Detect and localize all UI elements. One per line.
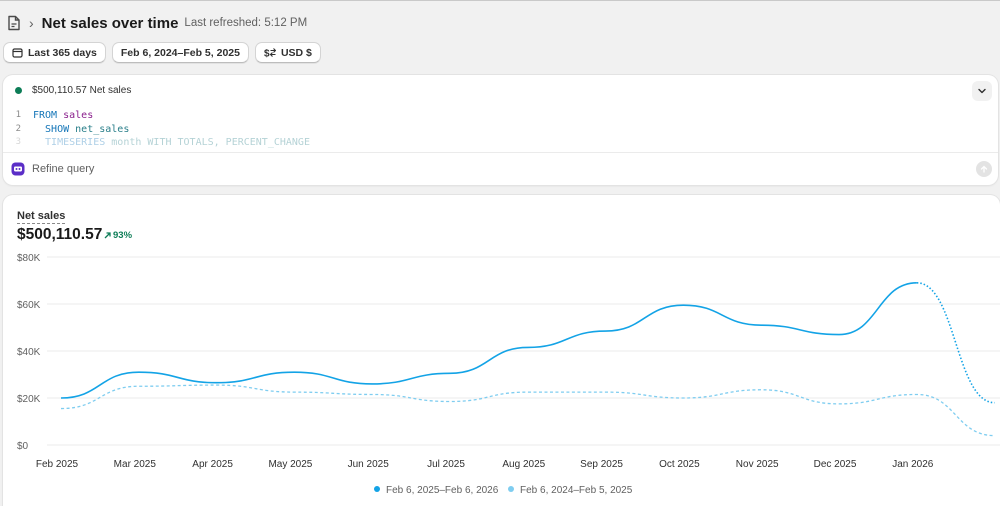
status-dot	[15, 87, 22, 94]
y-tick-label: $40K	[17, 347, 41, 358]
date-range-button[interactable]: Last 365 days	[3, 42, 106, 63]
legend-marker	[374, 486, 380, 492]
y-tick-label: $0	[17, 441, 29, 452]
collapse-query-button[interactable]	[972, 81, 992, 101]
date-range-label: Last 365 days	[28, 46, 97, 59]
last-refreshed-text: Last refreshed: 5:12 PM	[184, 17, 308, 29]
y-tick-label: $80K	[17, 253, 41, 264]
refine-query-input[interactable]: Refine query	[32, 163, 95, 175]
comparison-dates-button[interactable]: Feb 6, 2024–Feb 5, 2025	[111, 42, 249, 63]
refine-query-bar[interactable]: Refine query	[3, 152, 998, 185]
breadcrumb-separator: ›	[29, 15, 34, 31]
x-tick-label: Dec 2025	[814, 459, 857, 470]
query-editor-card: $500,110.57 Net sales 1 FROM sales 2 SHO…	[3, 75, 998, 185]
x-tick-label: Aug 2025	[502, 459, 545, 470]
metric-label[interactable]: Net sales	[17, 210, 66, 224]
code-line: 3 TIMESERIES month WITH TOTALS, PERCENT_…	[3, 136, 998, 149]
x-tick-label: Feb 2025	[36, 459, 79, 470]
chevron-down-icon	[978, 88, 986, 94]
legend-label: Feb 6, 2024–Feb 5, 2025	[520, 485, 633, 496]
chart-card: Net sales $500,110.57 93% $0 $20K $40K $60K…	[3, 195, 1000, 506]
series-line-previous-period	[60, 384, 995, 437]
percent-change-badge: 93%	[104, 230, 132, 241]
line-number: 1	[15, 110, 21, 120]
currency-exchange-icon: $	[264, 48, 276, 59]
x-tick-label: Sep 2025	[580, 459, 623, 470]
code-keyword: SHOW	[33, 123, 70, 135]
x-tick-label: Nov 2025	[736, 459, 779, 470]
line-number: 3	[15, 137, 21, 147]
report-icon[interactable]	[7, 15, 21, 31]
x-tick-label: Jan 2026	[892, 459, 934, 470]
x-tick-label: Jul 2025	[427, 459, 465, 470]
code-keyword: TIMESERIES	[33, 137, 106, 148]
submit-query-button[interactable]	[976, 161, 992, 177]
query-summary-text: $500,110.57 Net sales	[32, 85, 132, 96]
net-sales-line-chart: $0 $20K $40K $60K $80K Feb 2025 Mar 2025 Apr 20…	[17, 253, 1000, 496]
arrow-up-icon	[980, 165, 988, 173]
code-line: 2 SHOW net_sales	[3, 123, 998, 137]
code-keyword: FROM	[33, 110, 58, 121]
y-tick-label: $20K	[17, 394, 41, 405]
x-tick-label: Jun 2025	[348, 459, 390, 470]
arrow-up-right-icon	[104, 232, 111, 239]
svg-text:$: $	[264, 49, 270, 59]
x-tick-label: Mar 2025	[114, 459, 157, 470]
metric-value: $500,110.57	[17, 226, 103, 243]
query-summary: $500,110.57 Net sales	[15, 85, 131, 96]
legend-label: Feb 6, 2025–Feb 6, 2026	[386, 485, 499, 496]
page-header: › Net sales over time Last refreshed: 5:…	[7, 12, 307, 34]
calendar-icon	[12, 48, 23, 58]
series-line-current-period	[60, 282, 917, 399]
legend-marker	[508, 486, 514, 492]
series-line-current-period-partial	[916, 282, 995, 404]
y-tick-label: $60K	[17, 300, 41, 311]
currency-button[interactable]: $ USD $	[254, 42, 321, 63]
code-identifier: net_sales	[75, 123, 130, 135]
query-code-editor[interactable]: 1 FROM sales 2 SHOW net_sales 3 TIMESERI…	[3, 109, 998, 149]
code-identifier: month WITH TOTALS, PERCENT_CHANGE	[111, 137, 310, 148]
page-title: Net sales over time	[41, 14, 179, 32]
sidekick-icon	[11, 162, 25, 176]
filter-bar: Last 365 days Feb 6, 2024–Feb 5, 2025 $ …	[3, 42, 327, 63]
x-tick-label: May 2025	[268, 459, 312, 470]
line-number: 2	[15, 123, 21, 134]
window-top-border	[0, 0, 1000, 1]
comparison-dates-label: Feb 6, 2024–Feb 5, 2025	[120, 46, 240, 59]
currency-label: USD $	[280, 46, 312, 59]
code-identifier: sales	[63, 110, 94, 121]
percent-change-value: 93%	[113, 230, 133, 241]
x-tick-label: Oct 2025	[659, 459, 700, 470]
x-tick-label: Apr 2025	[192, 459, 233, 470]
code-line: 1 FROM sales	[3, 109, 998, 123]
